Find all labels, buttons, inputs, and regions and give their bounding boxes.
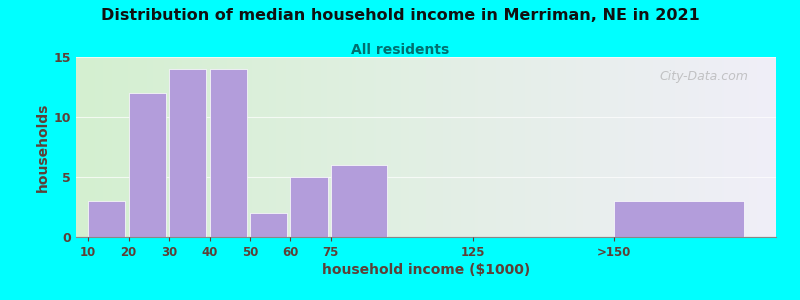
Bar (331, 165, 386, 237)
Text: All residents: All residents (351, 44, 449, 58)
Bar (129, 93, 166, 237)
Text: Distribution of median household income in Merriman, NE in 2021: Distribution of median household income … (101, 8, 699, 22)
Y-axis label: households: households (35, 102, 50, 192)
Text: City-Data.com: City-Data.com (659, 70, 748, 83)
Bar (88, 201, 126, 237)
X-axis label: household income ($1000): household income ($1000) (322, 263, 530, 277)
Bar (290, 177, 328, 237)
Bar (614, 201, 745, 237)
Bar (210, 69, 246, 237)
Bar (169, 69, 206, 237)
Bar (250, 213, 287, 237)
